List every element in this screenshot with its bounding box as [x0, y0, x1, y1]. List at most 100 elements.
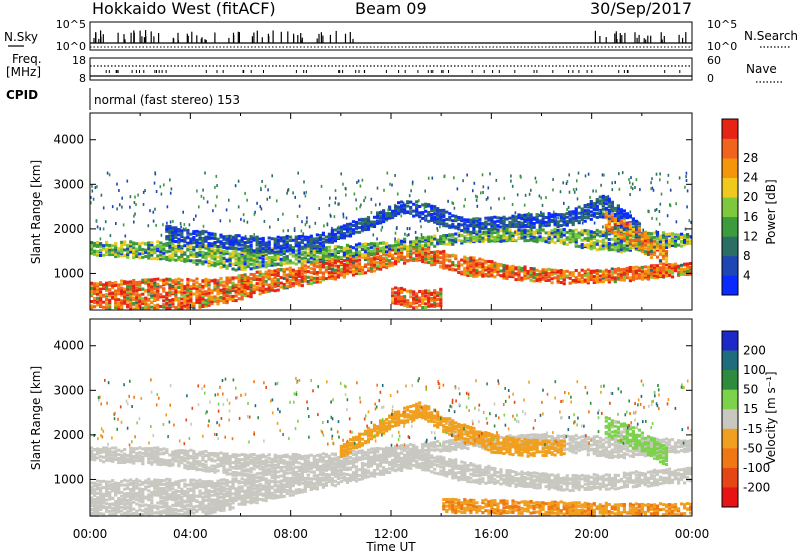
heatmap-cell: [162, 305, 166, 309]
heatmap-cell: [505, 272, 509, 276]
heatmap-cell: [397, 253, 401, 257]
heatmap-cell: [559, 213, 563, 217]
heatmap-cell: [640, 244, 644, 248]
heatmap-cell: [273, 256, 277, 260]
heatmap-cell: [237, 179, 240, 183]
heatmap-cell: [667, 269, 672, 273]
heatmap-cell: [210, 249, 214, 253]
heatmap-cell: [198, 233, 202, 237]
heatmap-cell: [442, 224, 446, 228]
heatmap-cell: [475, 271, 479, 274]
heatmap-cell: [394, 256, 398, 260]
heatmap-cell: [490, 219, 494, 223]
heatmap-cell: [261, 179, 263, 183]
heatmap-cell: [451, 219, 455, 223]
heatmap-cell: [595, 275, 599, 279]
heatmap-cell: [147, 251, 151, 255]
heatmap-cell: [216, 237, 220, 241]
heatmap-cell: [571, 280, 575, 284]
heatmap-cell: [628, 232, 632, 236]
heatmap-cell: [297, 267, 301, 270]
heatmap-cell: [667, 232, 672, 236]
heatmap-cell: [117, 488, 121, 492]
heatmap-cell: [547, 234, 551, 238]
heatmap-cell: [466, 237, 470, 240]
heatmap-cell: [291, 278, 295, 282]
heatmap-cell: [359, 205, 361, 209]
heatmap-cell: [586, 243, 590, 247]
heatmap-cell: [456, 187, 459, 191]
heatmap-cell: [216, 260, 220, 264]
heatmap-cell: [589, 210, 593, 214]
heatmap-cell: [240, 284, 244, 288]
heatmap-cell: [451, 235, 455, 239]
heatmap-cell: [195, 284, 199, 288]
heatmap-cell: [192, 260, 196, 264]
heatmap-cell: [141, 497, 145, 501]
heatmap-cell: [150, 296, 154, 299]
heatmap-cell: [99, 496, 103, 499]
heatmap-cell: [357, 267, 362, 271]
heatmap-cell: [267, 248, 271, 252]
heatmap-cell: [231, 253, 235, 257]
heatmap-cell: [126, 255, 130, 259]
heatmap-cell: [540, 196, 542, 200]
heatmap-cell: [523, 268, 527, 272]
heatmap-cell: [342, 232, 346, 236]
heatmap-cell: [135, 255, 139, 258]
heatmap-cell: [213, 255, 217, 259]
heatmap-cell: [225, 238, 229, 242]
heatmap-cell: [669, 204, 672, 208]
heatmap-cell: [108, 504, 112, 508]
heatmap-cell: [394, 260, 398, 264]
heatmap-cell: [216, 289, 220, 292]
heatmap-cell: [610, 231, 614, 235]
heatmap-cell: [391, 253, 395, 257]
heatmap-cell: [126, 492, 130, 496]
heatmap-cell: [288, 259, 292, 263]
heatmap-cell: [156, 249, 160, 253]
heatmap-cell: [135, 242, 139, 246]
heatmap-cell: [99, 504, 103, 508]
heatmap-cell: [532, 230, 536, 234]
heatmap-cell: [207, 264, 211, 268]
heatmap-cell: [111, 479, 115, 483]
heatmap-cell: [243, 290, 247, 294]
heatmap-cell: [421, 301, 425, 305]
heatmap-cell: [213, 298, 217, 301]
nsky-label: N.Sky: [4, 30, 38, 44]
heatmap-cell: [99, 242, 103, 246]
heatmap-cell: [421, 252, 425, 256]
heatmap-cell: [541, 239, 545, 243]
heatmap-cell: [586, 236, 590, 240]
heatmap-cell: [508, 216, 512, 220]
heatmap-cell: [577, 280, 581, 283]
heatmap-cell: [225, 264, 229, 268]
heatmap-cell: [439, 225, 441, 229]
heatmap-cell: [159, 488, 163, 492]
heatmap-cell: [535, 215, 539, 219]
heatmap-cell: [282, 212, 284, 216]
heatmap-cell: [186, 259, 190, 263]
heatmap-cell: [156, 478, 160, 482]
heatmap-cell: [391, 255, 395, 259]
heatmap-cell: [562, 275, 566, 279]
heatmap-cell: [123, 301, 127, 305]
heatmap-cell: [394, 296, 398, 300]
heatmap-cell: [661, 274, 666, 278]
heatmap-cell: [421, 306, 425, 309]
heatmap-cell: [634, 276, 638, 280]
heatmap-cell: [678, 176, 681, 180]
heatmap-cell: [622, 222, 626, 226]
heatmap-cell: [680, 244, 684, 248]
heatmap-cell: [219, 265, 223, 269]
heatmap-cell: [294, 277, 298, 281]
heatmap-cell: [270, 277, 274, 281]
heatmap-cell: [436, 229, 439, 232]
heatmap-cell: [342, 270, 346, 274]
heatmap-cell: [571, 220, 575, 224]
heatmap-cell: [433, 237, 437, 241]
heatmap-cell: [201, 305, 205, 308]
heatmap-cell: [493, 275, 497, 279]
heatmap-cell: [421, 294, 425, 298]
